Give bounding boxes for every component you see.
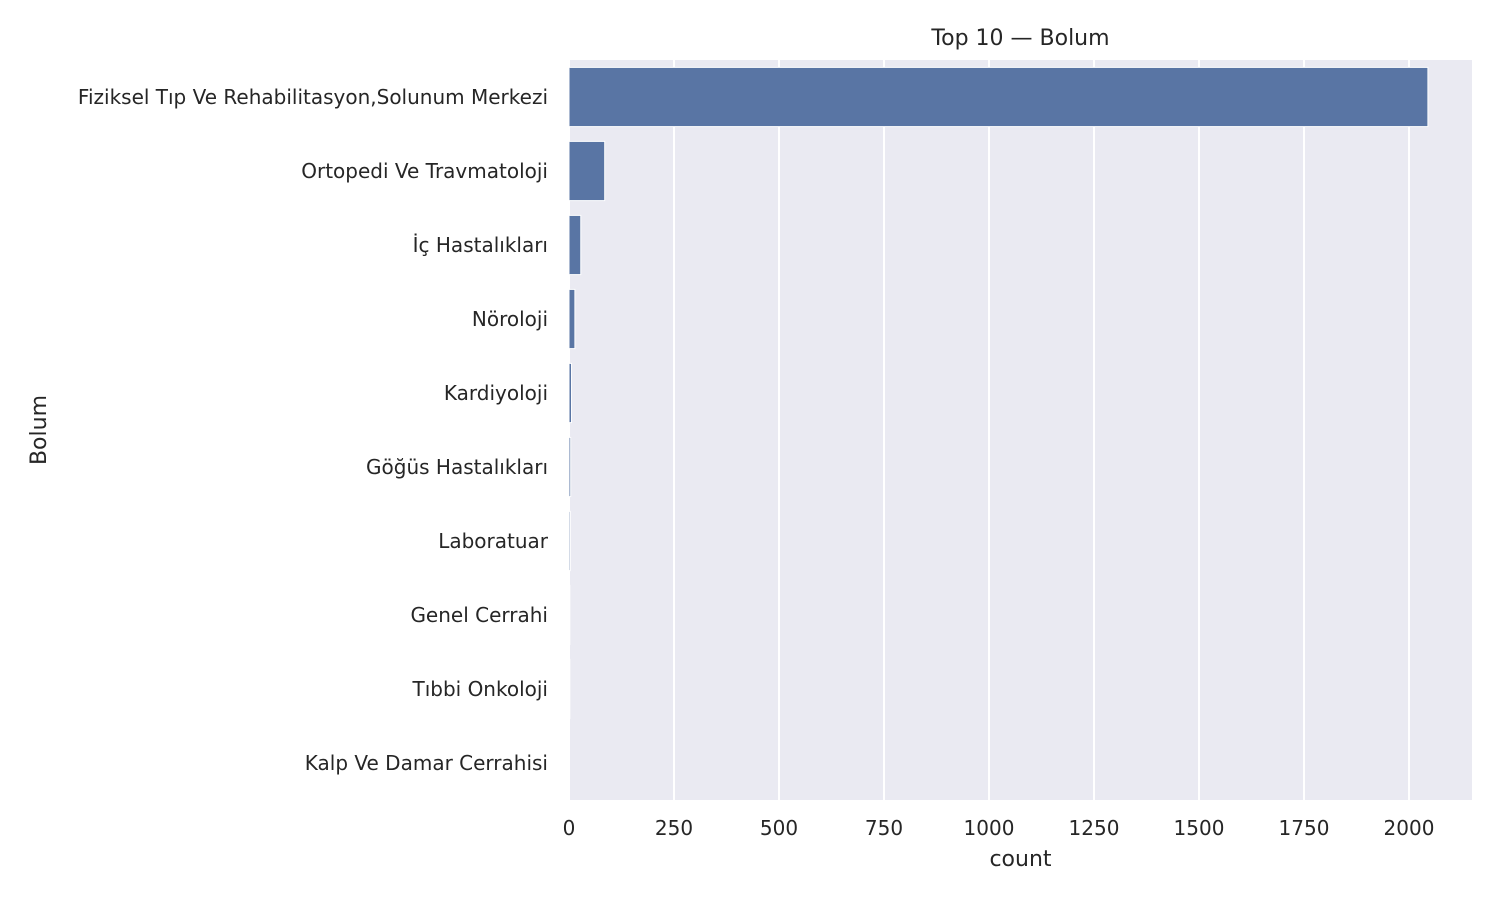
x-tick-label: 250 [655,816,693,840]
category-label: İç Hastalıkları [413,233,548,257]
x-axis-title: count [989,847,1051,872]
category-label: Kalp Ve Damar Cerrahisi [305,751,548,775]
category-label: Göğüs Hastalıkları [366,455,548,479]
bar [568,214,582,276]
category-label: Tıbbi Onkoloji [411,677,548,701]
x-tick-label: 1250 [1069,816,1120,840]
chart-title: Top 10 — Bolum [930,26,1109,51]
x-tick-label: 1500 [1174,816,1225,840]
category-label: Genel Cerrahi [410,603,548,627]
x-tick-label: 1750 [1279,816,1330,840]
category-label: Ortopedi Ve Travmatoloji [301,159,548,183]
bar [568,288,576,350]
x-tick-labels: 0 250 500 750 1000 1250 1500 1750 2000 [563,816,1435,840]
plot-background [569,60,1472,800]
x-tick-label: 500 [760,816,798,840]
category-labels: Fiziksel Tıp Ve Rehabilitasyon,Solunum M… [78,85,549,775]
bars [568,66,1429,794]
category-label: Fiziksel Tıp Ve Rehabilitasyon,Solunum M… [78,85,548,109]
bar [568,436,572,498]
bar [568,584,571,646]
bar [568,66,1429,128]
y-axis-title: Bolum [27,395,52,465]
x-tick-label: 750 [865,816,903,840]
bar [568,362,573,424]
x-tick-label: 2000 [1384,816,1435,840]
bar [568,658,571,720]
bar [568,140,606,202]
category-label: Laboratuar [438,529,549,553]
grid-lines [568,60,1410,800]
x-tick-label: 0 [563,816,576,840]
bar [568,510,571,572]
x-tick-label: 1000 [964,816,1015,840]
category-label: Nöroloji [472,307,548,331]
category-label: Kardiyoloji [444,381,548,405]
